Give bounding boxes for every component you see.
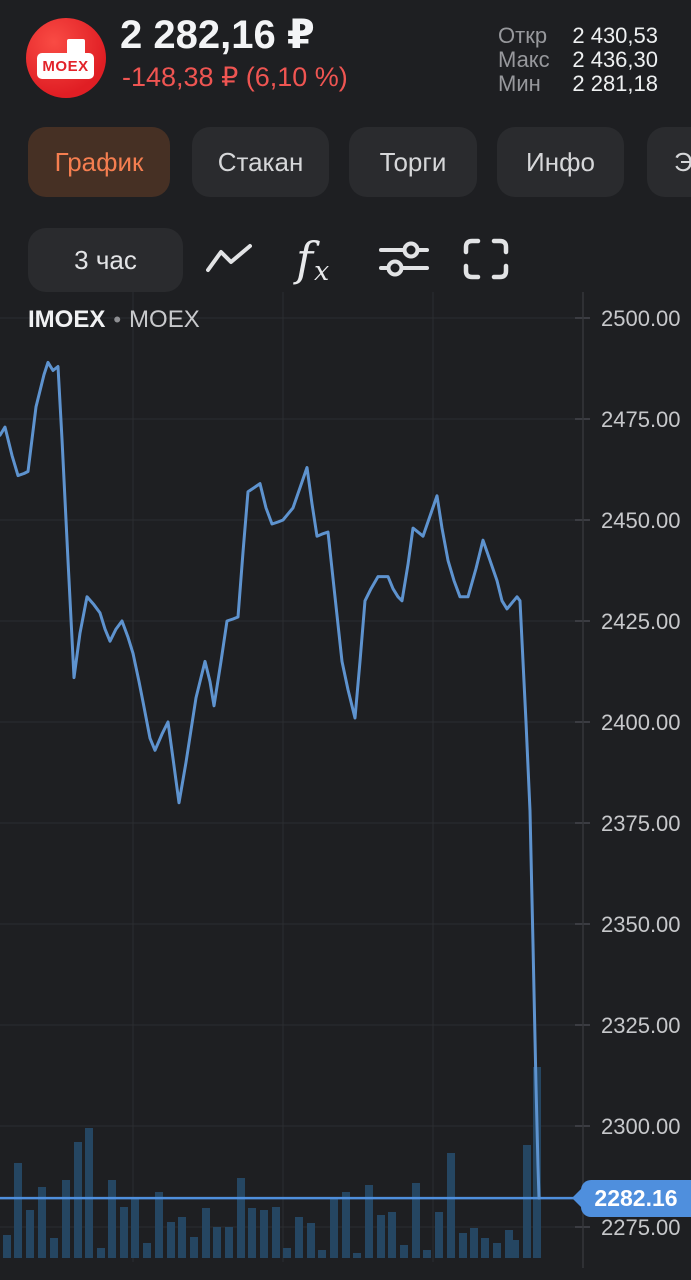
svg-text:2350.00: 2350.00 — [601, 912, 681, 937]
stat-high-value: 2 436,30 — [572, 47, 658, 72]
tab-orderbook-label: Стакан — [217, 146, 304, 177]
symbol-separator-dot: • — [113, 307, 122, 332]
moex-logo-text: MOEX — [37, 53, 94, 79]
stat-open-value: 2 430,53 — [572, 23, 658, 48]
tab-trades-label: Торги — [379, 146, 447, 177]
instrument-price: 2 282,16 ₽ — [120, 13, 315, 57]
y-axis-labels: 2500.00 2475.00 2450.00 2425.00 2400.00 2375.… — [601, 306, 681, 1240]
svg-text:2300.00: 2300.00 — [601, 1114, 681, 1139]
svg-text:2375.00: 2375.00 — [601, 811, 681, 836]
stat-low: Мин 2 281,18 — [498, 72, 658, 96]
tab-next-clipped-label: Э — [674, 146, 691, 177]
current-price-tag-value: 2282.16 — [594, 1184, 678, 1211]
line-chart-icon[interactable] — [206, 243, 252, 278]
volume-bars — [3, 1067, 541, 1258]
svg-text:2400.00: 2400.00 — [601, 710, 681, 735]
symbol-exchange: MOEX — [129, 306, 200, 333]
svg-text:2275.00: 2275.00 — [601, 1215, 681, 1240]
stat-high-label: Макс — [498, 47, 550, 72]
settings-sliders-icon[interactable] — [379, 240, 429, 283]
svg-text:2325.00: 2325.00 — [601, 1013, 681, 1038]
stat-low-label: Мин — [498, 71, 541, 96]
price-series — [0, 360, 583, 1200]
timeframe-button[interactable]: 3 час — [28, 228, 183, 292]
stat-high: Макс 2 436,30 — [498, 48, 658, 72]
stat-low-value: 2 281,18 — [572, 71, 658, 96]
tab-chart-label: График — [54, 146, 144, 177]
ohl-stats: Откр 2 430,53 Макс 2 436,30 Мин 2 281,18 — [498, 24, 658, 96]
svg-text:2425.00: 2425.00 — [601, 609, 681, 634]
moex-logo: MOEX — [26, 18, 106, 98]
symbol-ticker: IMOEX — [28, 306, 106, 333]
tab-chart[interactable]: График — [28, 127, 170, 197]
tab-next-clipped[interactable]: Э — [647, 127, 691, 197]
stat-open: Откр 2 430,53 — [498, 24, 658, 48]
fullscreen-icon[interactable] — [463, 238, 509, 285]
svg-text:2500.00: 2500.00 — [601, 306, 681, 331]
tab-trades[interactable]: Торги — [349, 127, 477, 197]
stat-open-label: Откр — [498, 23, 548, 48]
timeframe-label: 3 час — [74, 244, 137, 275]
tab-info-label: Инфо — [526, 146, 595, 177]
tab-info[interactable]: Инфо — [497, 127, 624, 197]
instrument-change: -148,38 ₽ (6,10 %) — [122, 62, 348, 92]
current-price-tag: 2282.16 — [581, 1179, 691, 1217]
tab-orderbook[interactable]: Стакан — [192, 127, 329, 197]
svg-text:2450.00: 2450.00 — [601, 508, 681, 533]
chart-gridlines — [0, 292, 590, 1268]
chart-symbol-legend: IMOEX • MOEX — [28, 306, 200, 334]
moex-logo-flag — [67, 39, 85, 55]
svg-text:2475.00: 2475.00 — [601, 407, 681, 432]
